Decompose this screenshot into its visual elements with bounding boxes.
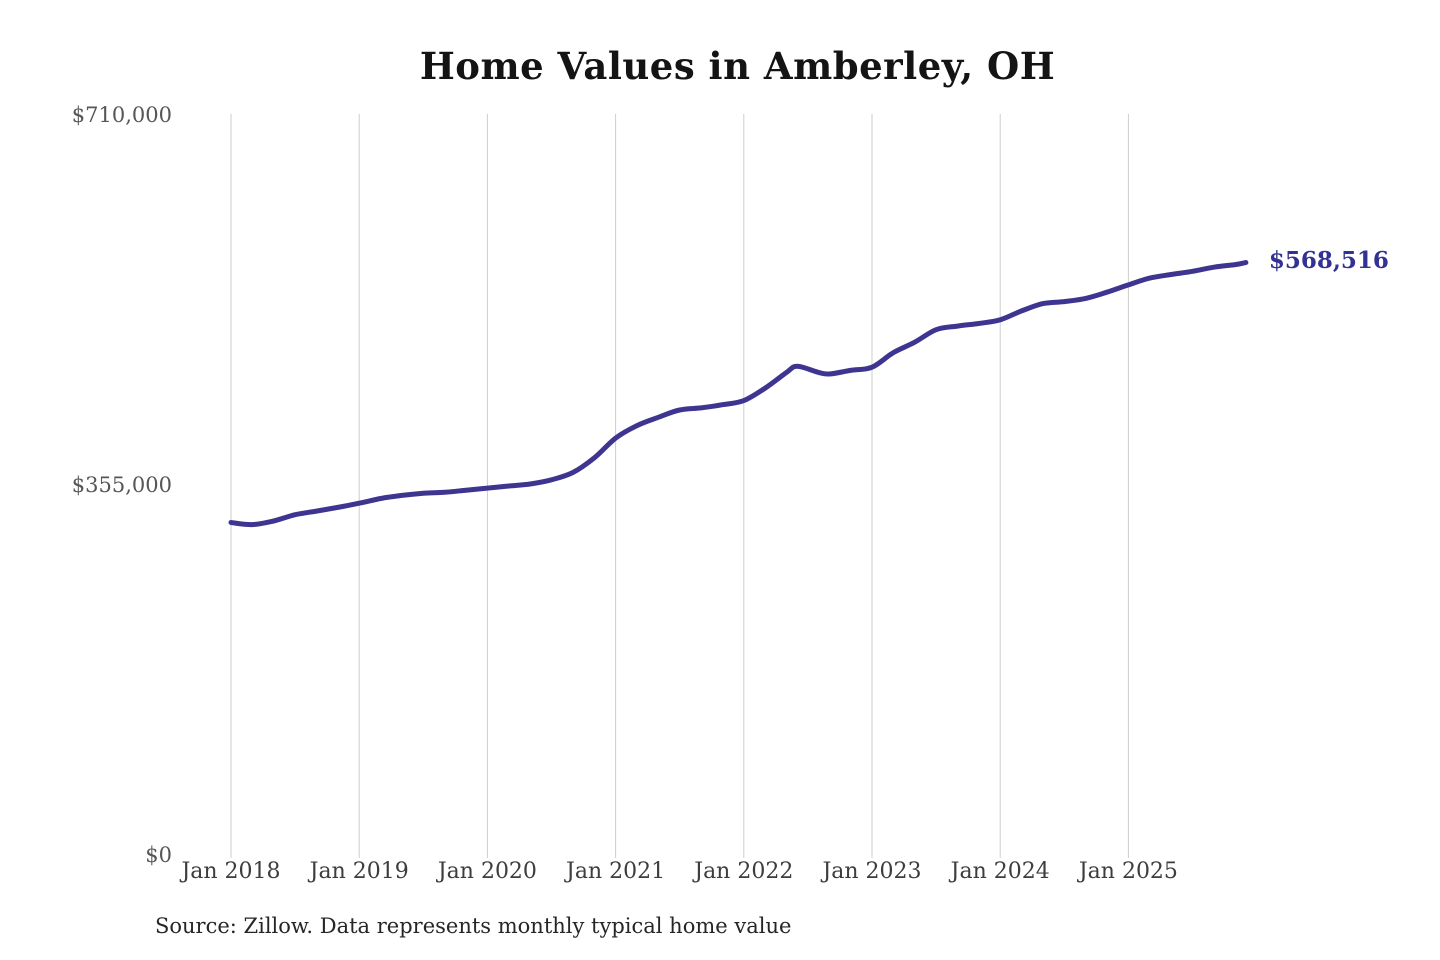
x-axis-tick-label: Jan 2021 <box>566 859 666 884</box>
x-axis-tick-label: Jan 2025 <box>1078 859 1178 884</box>
source-note: Source: Zillow. Data represents monthly … <box>155 914 792 938</box>
chart-title: Home Values in Amberley, OH <box>419 44 1056 88</box>
y-axis-tick-label: $0 <box>145 843 172 867</box>
x-axis-tick-label: Jan 2022 <box>694 859 794 884</box>
latest-value-label: $568,516 <box>1268 247 1389 275</box>
x-axis-tick-label: Jan 2019 <box>309 859 409 884</box>
home-value-line <box>228 260 1249 528</box>
y-axis-tick-label: $355,000 <box>71 473 172 497</box>
x-axis-tick-label: Jan 2023 <box>822 859 922 884</box>
x-axis-tick-label: Jan 2020 <box>437 859 537 884</box>
y-axis-tick-label: $710,000 <box>71 103 172 127</box>
x-axis-tick-label: Jan 2018 <box>181 859 281 884</box>
x-axis-tick-label: Jan 2024 <box>950 859 1050 884</box>
